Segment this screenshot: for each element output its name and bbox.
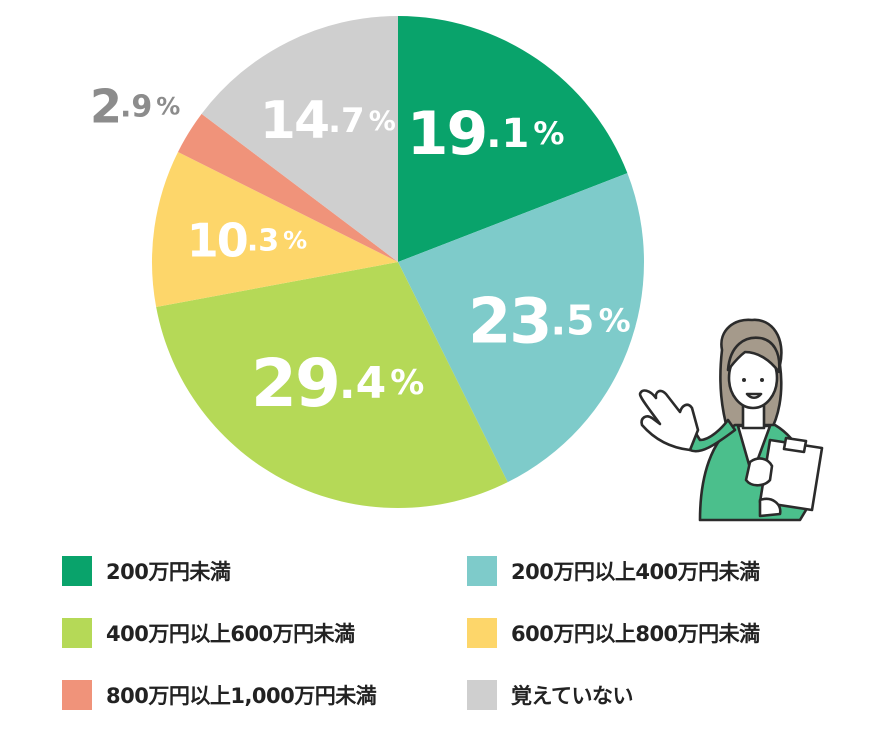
pie-slice	[398, 16, 628, 262]
pie-slice-value-label: 23.5%	[468, 284, 630, 357]
legend-swatch	[62, 556, 92, 586]
legend-label: 200万円未満	[106, 560, 231, 584]
legend-item-under-200: 200万円未満	[62, 553, 231, 589]
pie-slice-value-label: 19.1%	[407, 99, 565, 169]
legend-item-200-400: 200万円以上400万円未満	[467, 553, 760, 589]
pie-slice	[177, 113, 398, 263]
legend-swatch	[62, 618, 92, 648]
legend-swatch	[62, 680, 92, 710]
legend-item-600-800: 600万円以上800万円未満	[467, 615, 760, 651]
legend-item-dont-remember: 覚えていない	[467, 677, 633, 713]
pie-slice-value-label: 29.4%	[251, 345, 424, 422]
pie-slice-value-label: 10.3%	[187, 214, 307, 268]
legend-swatch	[467, 556, 497, 586]
pie-slices	[151, 15, 644, 508]
pie-labels: 19.1 % 23.5 % 29.4 % 10.3 % 2.9% 14.7%	[90, 79, 631, 421]
legend-label: 覚えていない	[511, 684, 633, 708]
legend-label: 600万円以上800万円未満	[511, 622, 760, 646]
legend-label: 800万円以上1,000万円未満	[106, 684, 377, 708]
pie-slice	[201, 15, 398, 262]
pie-slice-value-label: 14.7%	[260, 91, 396, 151]
pie-slice	[156, 262, 508, 508]
pie-slice	[151, 151, 398, 308]
legend: 200万円未満 200万円以上400万円未満 400万円以上600万円未満 60…	[62, 553, 862, 723]
legend-label: 200万円以上400万円未満	[511, 560, 760, 584]
legend-item-400-600: 400万円以上600万円未満	[62, 615, 355, 651]
pie-slice-value-label: 2.9%	[90, 79, 180, 133]
legend-swatch	[467, 618, 497, 648]
legend-label: 400万円以上600万円未満	[106, 622, 355, 646]
legend-swatch	[467, 680, 497, 710]
legend-item-800-1000: 800万円以上1,000万円未満	[62, 677, 377, 713]
pie-slice	[398, 173, 644, 483]
presenter-woman-with-clipboard-icon	[638, 318, 824, 522]
